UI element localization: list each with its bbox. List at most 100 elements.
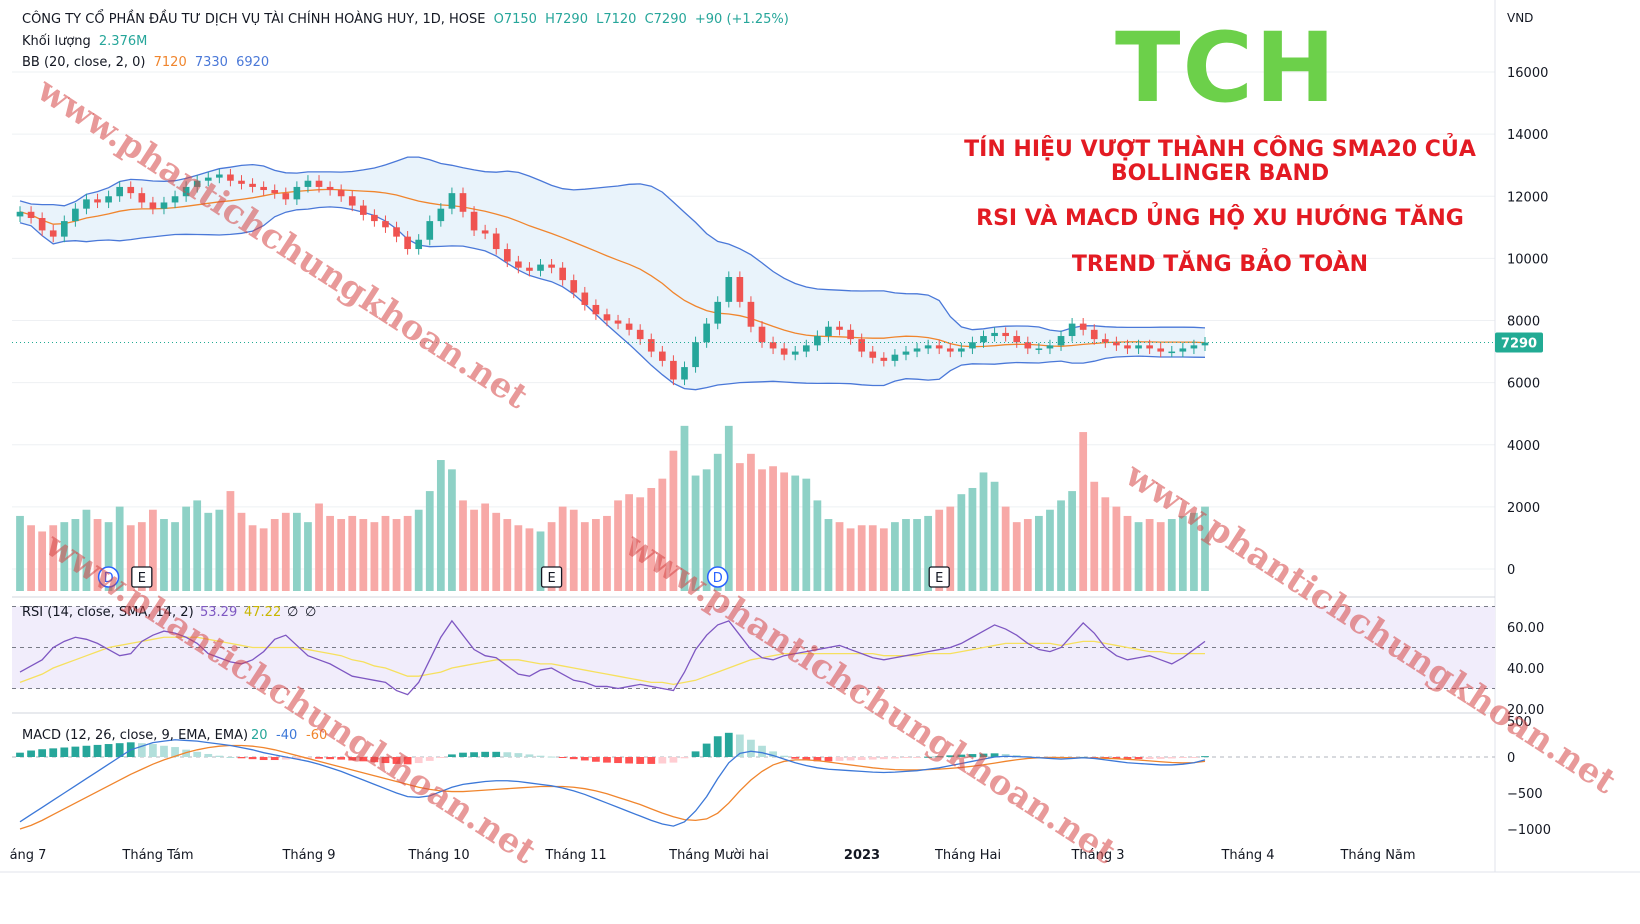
candle-body: [60, 221, 68, 237]
candle-body: [193, 180, 201, 187]
volume-bar: [503, 519, 512, 591]
macd-hist-bar: [680, 757, 689, 759]
price-tick-label: 14000: [1507, 128, 1548, 143]
macd-hist-bar: [802, 757, 811, 761]
bb-lower-value: 6920: [236, 55, 270, 70]
candle-body: [1002, 332, 1009, 337]
candle-body: [736, 277, 744, 302]
macd-hist-bar: [1178, 757, 1187, 758]
volume-bar: [724, 425, 733, 591]
volume-bar: [592, 519, 600, 591]
macd-hist-bar: [957, 754, 966, 757]
macd-hist-bar: [658, 757, 667, 764]
candle-body: [1046, 345, 1054, 349]
volume-bar: [1001, 506, 1010, 591]
currency-label: VND: [1507, 11, 1533, 25]
macd-hist-bar: [392, 757, 401, 764]
last-price-label: 7290: [1501, 337, 1537, 352]
volume-bar: [702, 469, 711, 591]
candle-body: [393, 227, 400, 237]
volume-bar: [392, 519, 401, 591]
candle-body: [16, 211, 24, 217]
volume-bar: [1201, 506, 1209, 591]
volume-bar: [935, 509, 944, 591]
volume-bar: [436, 460, 445, 591]
volume-bar: [569, 509, 578, 591]
candle-body: [326, 186, 334, 191]
macd-hist-bar: [448, 754, 456, 757]
candle-body: [802, 345, 810, 352]
volume-bar: [857, 525, 866, 591]
price-tick-label: 0: [1507, 563, 1515, 578]
bb-upper-value: 7330: [194, 55, 228, 70]
rsi-legend-label: RSI (14, close, SMA, 14, 2): [22, 605, 194, 620]
rsi-tick-label: 40.00: [1507, 662, 1544, 677]
volume-bar: [846, 528, 855, 591]
last-price-tag: [1495, 332, 1543, 353]
volume-bar: [237, 512, 246, 591]
earnings-marker-label: E: [547, 571, 555, 586]
macd-hist-bar: [913, 757, 921, 758]
macd-hist-bar: [115, 743, 124, 757]
volume-bar: [968, 487, 977, 591]
macd-hist-bar: [359, 757, 368, 762]
candle-body: [526, 267, 533, 271]
macd-hist-bar: [935, 756, 944, 758]
volume-bar: [747, 453, 755, 591]
bb-mid-value: 7120: [153, 55, 187, 70]
time-tick-label: Tháng 9: [281, 848, 335, 863]
macd-hist-bar: [769, 751, 777, 757]
macd-hist-bar: [215, 755, 224, 757]
volume-bar: [104, 522, 113, 591]
candle-body: [791, 351, 799, 355]
time-tick-label: Tháng 3: [1070, 848, 1124, 863]
macd-hist-bar: [171, 747, 179, 757]
volume-bar: [735, 463, 744, 591]
overlay-signal-2: RSI VÀ MACD ỦNG HỘ XU HƯỚNG TĂNG: [976, 206, 1464, 231]
candle-body: [980, 336, 987, 343]
macd-legend-hist: 20: [251, 728, 268, 743]
candle-body: [570, 280, 578, 293]
candle-body: [515, 261, 522, 268]
candle-body: [238, 180, 245, 184]
volume-bar: [470, 509, 478, 591]
candle-body: [315, 180, 323, 187]
candle-body: [470, 211, 478, 231]
volume-bar: [1046, 509, 1054, 591]
candle-body: [537, 264, 544, 271]
volume-bar: [1134, 522, 1143, 591]
volume-bar: [49, 525, 58, 591]
price-tick-label: 10000: [1507, 252, 1548, 267]
candle-body: [127, 186, 135, 194]
candle-body: [1190, 345, 1198, 349]
volume-bar: [359, 519, 368, 591]
macd-hist-bar: [1145, 757, 1154, 759]
candle-body: [758, 326, 766, 343]
volume-bar: [1090, 481, 1099, 591]
candle-body: [204, 177, 212, 181]
volume-bar: [370, 522, 379, 591]
candle-body: [27, 211, 35, 218]
volume-bar: [425, 491, 434, 591]
volume-bar: [1145, 519, 1154, 591]
price-tick-label: 12000: [1507, 190, 1548, 205]
macd-hist-bar: [580, 757, 589, 761]
macd-hist-bar: [337, 757, 346, 760]
macd-hist-bar: [381, 757, 390, 764]
candle-body: [1179, 348, 1187, 352]
candle-body: [991, 332, 998, 337]
bb-label: BB (20, close, 2, 0): [22, 55, 146, 70]
macd-hist-bar: [1167, 757, 1176, 759]
candle-body: [1068, 323, 1076, 337]
candle-body: [625, 323, 633, 330]
volume-bar: [924, 515, 933, 591]
volume-bar: [1123, 515, 1132, 591]
volume-bar: [636, 497, 645, 591]
macd-hist-bar: [592, 757, 600, 762]
macd-hist-bar: [525, 754, 534, 757]
macd-hist-bar: [691, 751, 700, 757]
volume-bar: [414, 509, 423, 591]
volume-bar: [758, 469, 766, 591]
volume-bar: [658, 478, 667, 591]
